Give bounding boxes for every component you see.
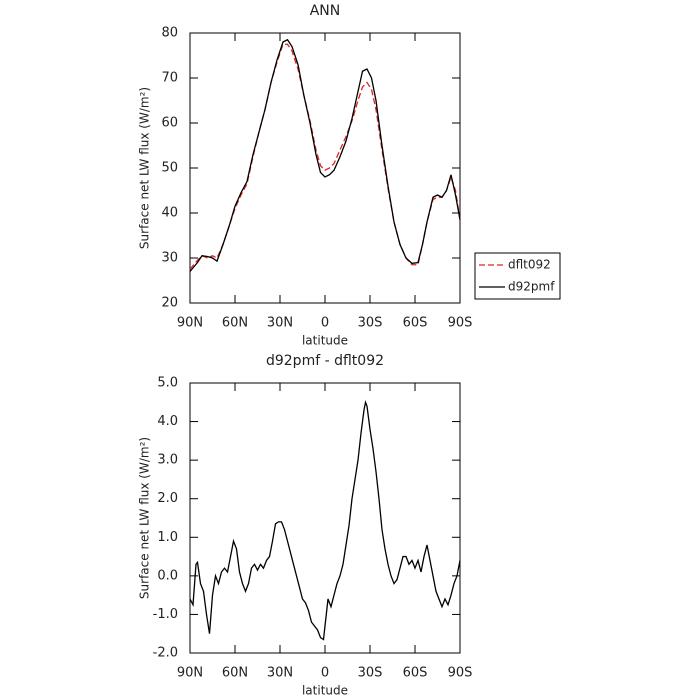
x-tick-label: 0 (321, 666, 329, 681)
x-tick-label: 90S (448, 316, 473, 331)
x-tick-label: 30S (358, 316, 383, 331)
x-axis-label: latitude (302, 684, 348, 698)
x-tick-label: 30S (358, 666, 383, 681)
x-tick-label: 60N (222, 316, 248, 331)
line-series (189, 399, 461, 641)
y-tick-label: 4.0 (157, 414, 178, 429)
x-tick-label: 60S (403, 316, 428, 331)
chart-title: ANN (310, 3, 341, 19)
line-series (189, 43, 461, 270)
y-tick-label: 5.0 (157, 376, 178, 391)
x-tick-label: 90S (448, 666, 473, 681)
plot-frame (189, 32, 461, 304)
legend-label: d92pmf (508, 280, 555, 294)
x-axis-label: latitude (302, 334, 348, 348)
y-tick-label: 3.0 (157, 453, 178, 468)
y-tick-label: 50 (161, 161, 178, 176)
y-tick-label: 20 (161, 296, 178, 311)
y-tick-label: 40 (161, 206, 178, 221)
legend-label: dflt092 (508, 258, 551, 272)
x-tick-label: 30N (267, 316, 293, 331)
y-tick-label: -1.0 (153, 607, 178, 622)
line-series (189, 38, 461, 272)
y-tick-label: 0.0 (157, 568, 178, 583)
y-tick-label: 70 (161, 71, 178, 86)
chart-title: d92pmf - dflt092 (266, 353, 384, 369)
x-tick-label: 60S (403, 666, 428, 681)
y-tick-label: 30 (161, 251, 178, 266)
x-tick-label: 30N (267, 666, 293, 681)
x-tick-label: 60N (222, 666, 248, 681)
x-tick-label: 90N (177, 666, 203, 681)
y-tick-label: 2.0 (157, 491, 178, 506)
legend-box (474, 252, 561, 300)
y-tick-label: 60 (161, 116, 178, 131)
y-axis-label: Surface net LW flux (W/m²) (138, 437, 152, 599)
x-tick-label: 90N (177, 316, 203, 331)
y-tick-label: 80 (161, 26, 178, 41)
y-tick-label: 1.0 (157, 530, 178, 545)
plot-frame (189, 382, 461, 654)
y-tick-label: -2.0 (153, 646, 178, 661)
x-tick-label: 0 (321, 316, 329, 331)
y-axis-label: Surface net LW flux (W/m²) (138, 87, 152, 249)
